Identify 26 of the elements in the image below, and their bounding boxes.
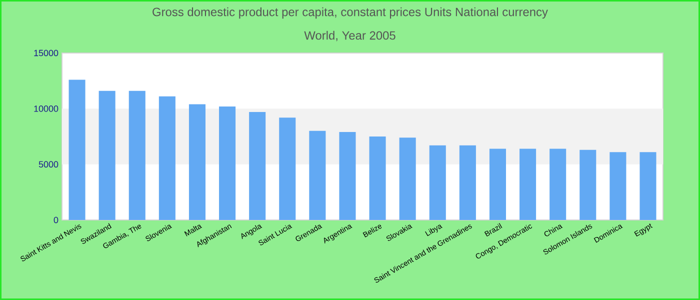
bar [98,90,116,220]
chart-subtitle: World, Year 2005 [304,30,396,42]
bar [640,152,656,220]
bar [459,145,476,220]
y-tick-label: 0 [54,216,58,224]
bar [188,104,206,220]
bar [369,136,386,220]
chart-title: Gross domestic product per capita, constant prices Units National currency [152,7,548,19]
bar [309,130,326,220]
bar [339,132,356,220]
bar [429,145,446,220]
y-tick-label: 15000 [34,50,58,56]
bar [279,118,296,220]
y-tick-label: 5000 [38,161,58,168]
bar [128,90,146,220]
y-tick-label: 10000 [34,105,58,112]
bar [68,80,86,220]
bar [520,148,536,220]
bar [550,148,566,220]
bar [489,148,506,220]
bar [580,150,596,220]
bar [399,138,416,220]
bar [219,106,236,220]
bar [158,96,176,220]
bar [610,152,626,220]
bar [249,112,266,220]
